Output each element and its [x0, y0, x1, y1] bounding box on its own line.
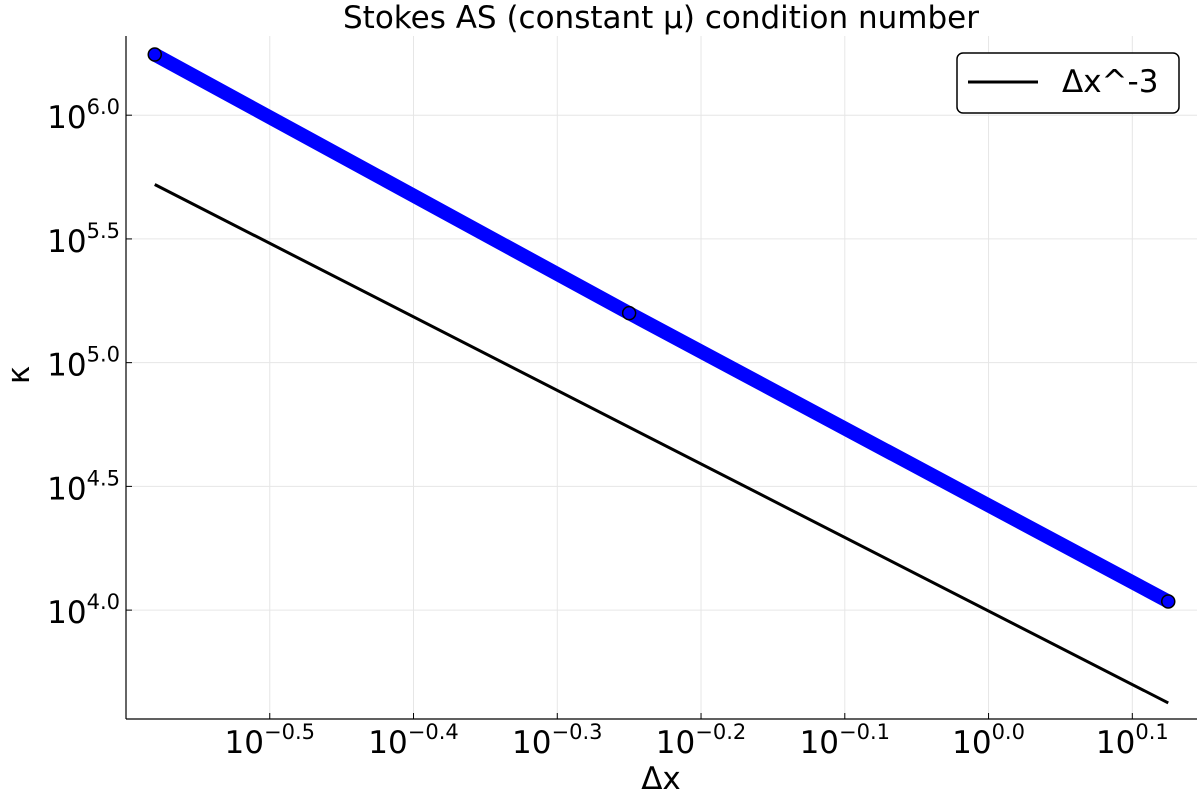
- x-tick-label: 100.1: [1096, 720, 1169, 761]
- x-tick-base: 10: [656, 725, 695, 761]
- x-tick-base: 10: [800, 725, 839, 761]
- chart-title: Stokes AS (constant μ) condition number: [343, 0, 979, 36]
- x-tick-labels: 10−0.5 10−0.4 10−0.3 10−0.2 10−0.1 100.0 100.1: [225, 720, 1169, 761]
- y-axis-label: κ: [1, 366, 37, 384]
- legend-label: Δx^-3: [1062, 64, 1158, 100]
- y-tick-base: 10: [47, 595, 86, 631]
- y-tick-label: 104.5: [47, 466, 120, 507]
- y-tick-base: 10: [47, 224, 86, 260]
- y-tick-label: 105.0: [47, 343, 120, 384]
- y-tick-label: 106.0: [47, 95, 120, 136]
- x-tick-exponent: −0.3: [552, 720, 603, 744]
- series-line-kappa: [151, 48, 1172, 608]
- x-tick-exponent: −0.1: [839, 720, 890, 744]
- y-tick-label: 104.0: [47, 590, 120, 631]
- x-tick-label: 10−0.3: [512, 720, 602, 761]
- x-tick-base: 10: [225, 725, 264, 761]
- x-tick-exponent: 0.0: [992, 720, 1025, 744]
- x-tick-label: 10−0.2: [656, 720, 746, 761]
- x-tick-base: 10: [512, 725, 551, 761]
- x-tick-label: 10−0.1: [800, 720, 890, 761]
- x-tick-base: 10: [1096, 725, 1135, 761]
- x-tick-base: 10: [952, 725, 991, 761]
- series-layer: [147, 47, 1176, 705]
- x-axis-label: Δx: [641, 761, 681, 797]
- y-tick-label: 105.5: [47, 219, 120, 260]
- x-tick-label: 10−0.5: [225, 720, 315, 761]
- y-tick-base: 10: [47, 100, 86, 136]
- axes: [125, 36, 1197, 720]
- x-tick-exponent: 0.1: [1135, 720, 1168, 744]
- legend: Δx^-3: [956, 52, 1180, 114]
- data-point: [1160, 594, 1176, 609]
- series-line-reference-slope: [154, 183, 1169, 705]
- x-tick-exponent: −0.5: [264, 720, 315, 744]
- y-tick-exponent: 4.5: [87, 466, 120, 490]
- y-tick-exponent: 6.0: [87, 95, 120, 119]
- x-tick-label: 10−0.4: [368, 720, 458, 761]
- y-tick-base: 10: [47, 471, 86, 507]
- x-tick-label: 100.0: [952, 720, 1025, 761]
- x-tick-exponent: −0.2: [695, 720, 746, 744]
- y-tick-exponent: 5.0: [87, 343, 120, 367]
- y-tick-exponent: 5.5: [87, 219, 120, 243]
- x-tick-base: 10: [368, 725, 407, 761]
- data-point: [621, 305, 637, 321]
- grid: [126, 36, 1197, 719]
- x-tick-exponent: −0.4: [408, 720, 459, 744]
- legend-box: [956, 52, 1180, 114]
- y-tick-exponent: 4.0: [87, 590, 120, 614]
- y-tick-base: 10: [47, 348, 86, 384]
- data-point: [147, 47, 163, 62]
